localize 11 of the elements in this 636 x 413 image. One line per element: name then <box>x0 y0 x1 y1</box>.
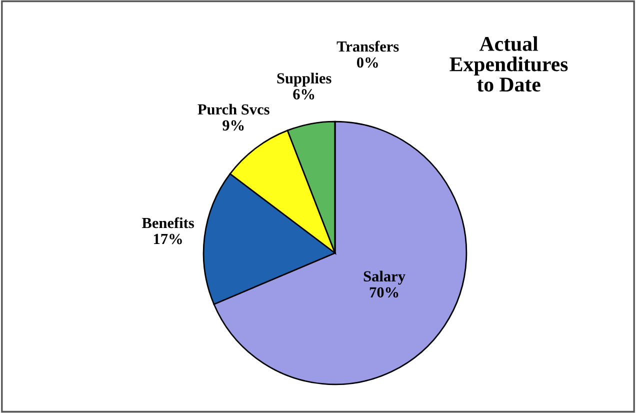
slice-label: Salary <box>364 270 406 285</box>
category-label: Transfers <box>336 40 399 52</box>
data-label: 9% <box>222 120 244 131</box>
data-label: 6% <box>293 89 314 100</box>
slice-label: Purch Svcs <box>198 104 270 115</box>
text: 0% <box>356 57 378 68</box>
chart-title: Actual Expenditures to Date <box>450 36 568 92</box>
slice-label: Supplies <box>277 72 332 87</box>
slice-label: Benefits <box>142 217 194 228</box>
data-label: 17% <box>154 234 182 244</box>
data-label: 70% <box>370 287 398 298</box>
